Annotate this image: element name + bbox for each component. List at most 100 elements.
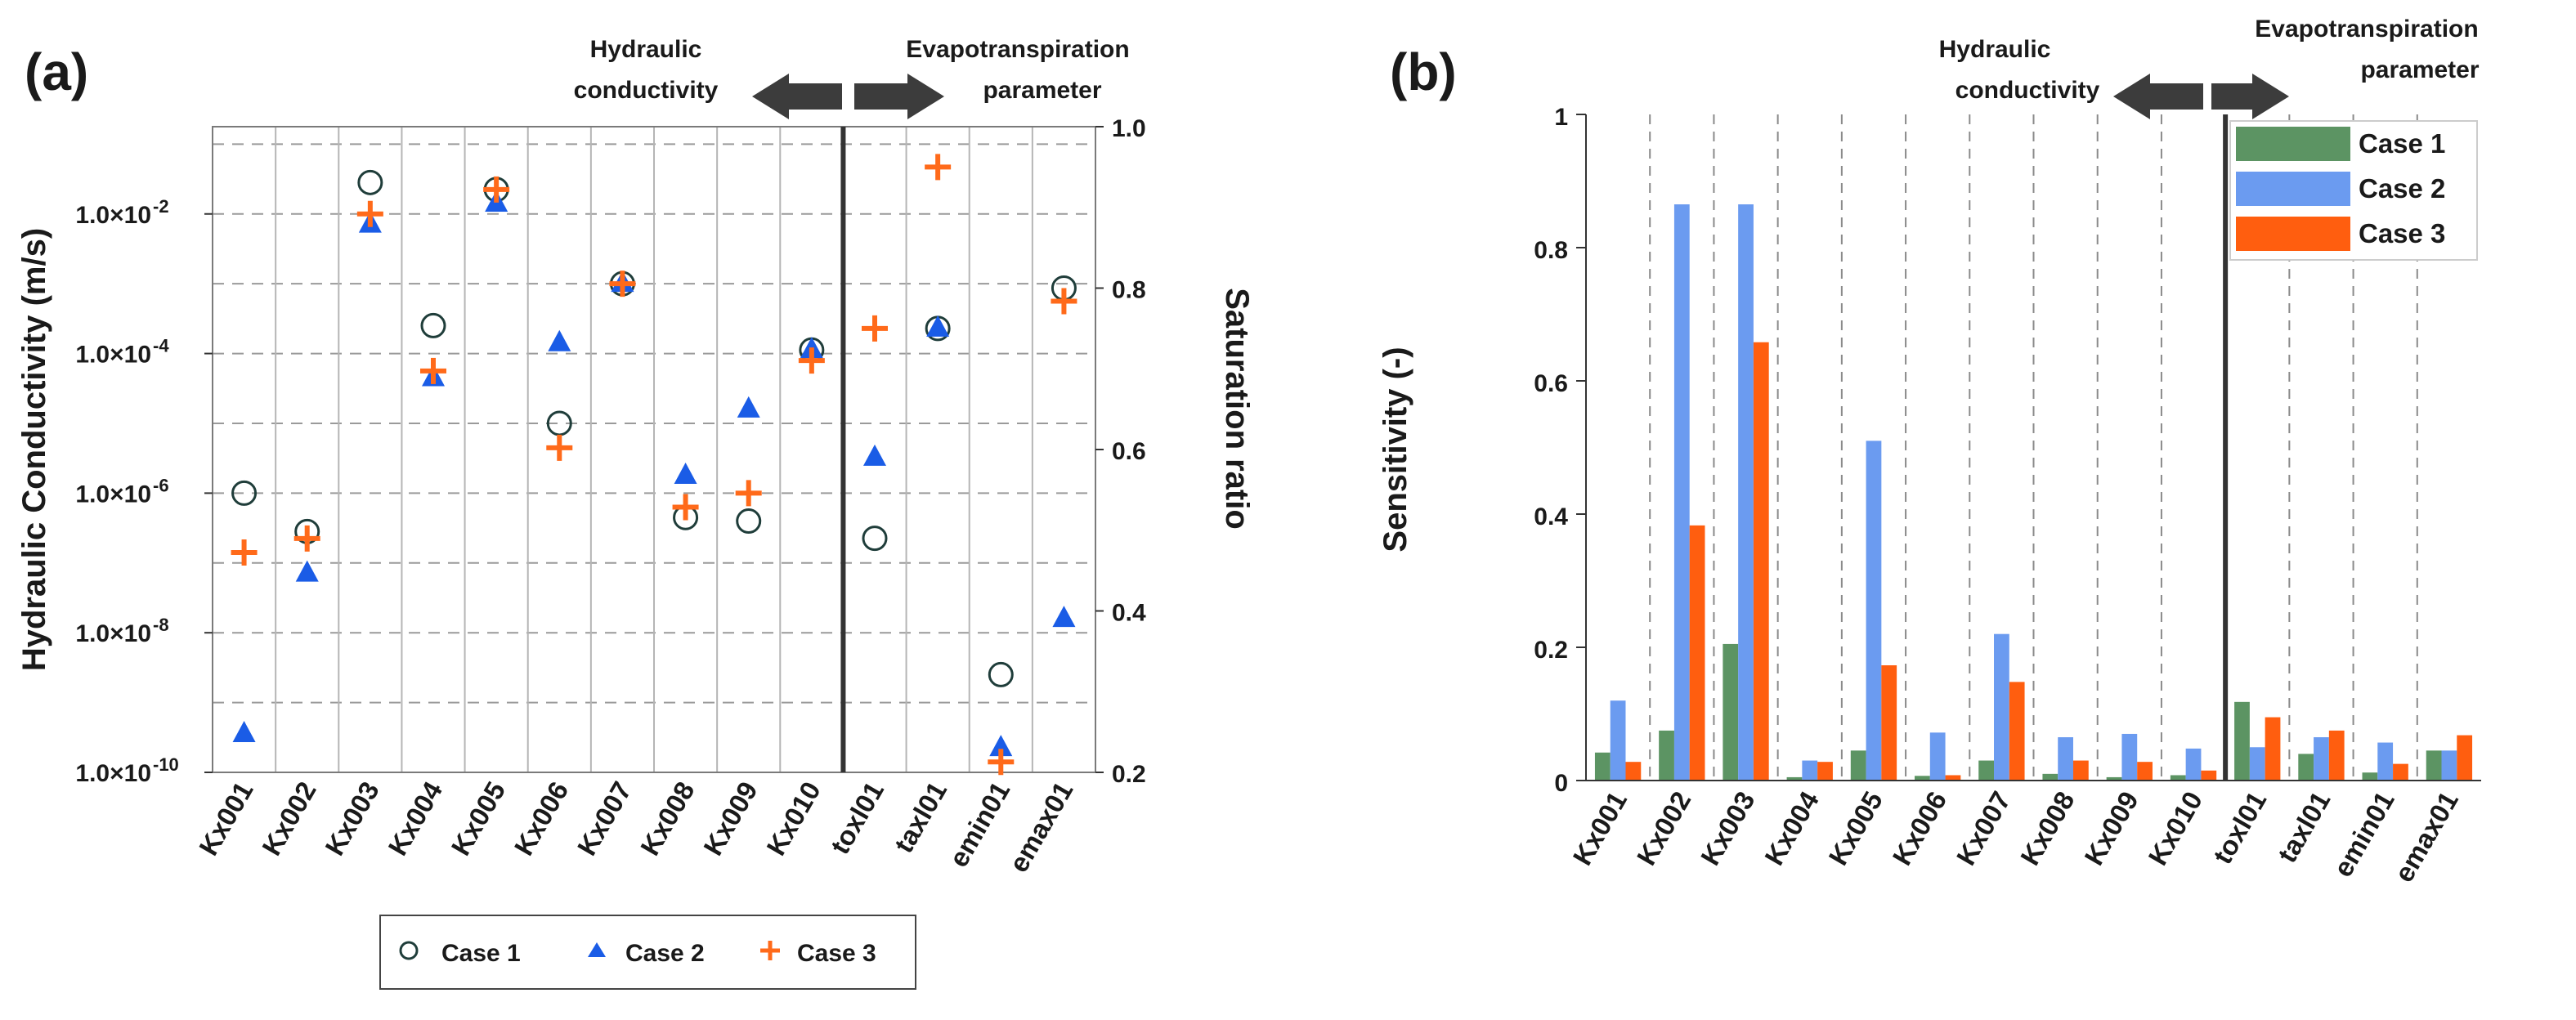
legend-case2-label: Case 2 xyxy=(625,940,705,967)
panel-a-rtick-label: 0.8 xyxy=(1112,277,1146,304)
panel-a-point-case3 xyxy=(420,357,446,384)
panel-a-point-case3 xyxy=(735,480,762,507)
panel-b-bars xyxy=(1594,204,2473,781)
panel-a-y-axis-title: Hydraulic Conductivity (m/s) xyxy=(16,228,52,671)
panel-a-point-case2 xyxy=(674,463,697,485)
legend-case3-label: Case 3 xyxy=(797,940,876,967)
panel-a-annotation-left-line1: Hydraulic xyxy=(590,36,702,63)
panel-b-annotation-right-line2: parameter xyxy=(2360,56,2479,83)
legend-b-case2-label: Case 2 xyxy=(2359,173,2445,204)
panel-a-ytick-label: 1.0×10 xyxy=(75,202,151,229)
panel-a-right-ticks: 1.0 0.8 0.6 0.4 0.2 xyxy=(1095,115,1146,788)
panel-b-bar-case3 xyxy=(2072,760,2089,781)
panel-b-bar-case2 xyxy=(2314,737,2329,781)
panel-b-arrow-left xyxy=(2113,74,2203,119)
legend-b-case2-swatch xyxy=(2236,172,2350,206)
panel-b-bar-case1 xyxy=(2042,773,2059,781)
panel-a-point-case1 xyxy=(420,312,446,338)
panel-a-rtick-label: 1.0 xyxy=(1112,115,1146,142)
panel-a-rtick-label: 0.2 xyxy=(1112,761,1146,788)
panel-a-ytick-exponent: -10 xyxy=(153,754,179,775)
panel-a-annotation-right-line1: Evapotranspiration xyxy=(906,36,1129,63)
panel-b-annotation-right-line1: Evapotranspiration xyxy=(2255,16,2478,42)
panel-a-ytick-exponent: -2 xyxy=(153,196,169,217)
legend-case1-marker xyxy=(399,941,419,960)
panel-a-ytick-exponent: -8 xyxy=(153,615,169,635)
panel-b-bar-case2 xyxy=(1994,633,2009,781)
panel-a-ytick-exponent: -6 xyxy=(153,475,169,495)
panel-a-point-case3 xyxy=(231,539,258,566)
panel-b-bar-case3 xyxy=(2328,730,2345,781)
panel-a-point-case3 xyxy=(988,749,1015,776)
panel-a-point-case1 xyxy=(988,661,1014,687)
panel-b-ytick-label: 0.4 xyxy=(1534,503,1568,530)
panel-b-ytick-label: 0 xyxy=(1554,770,1568,797)
panel-a-point-case2 xyxy=(737,396,760,418)
panel-b-bar-case3 xyxy=(1817,762,1833,781)
panel-b-bar-case1 xyxy=(1915,776,1930,781)
panel-b-bar-case2 xyxy=(2249,747,2265,781)
panel-a-point-case1 xyxy=(231,480,258,506)
panel-b-bar-case1 xyxy=(2426,750,2442,781)
panel-a-point-case2 xyxy=(926,315,950,337)
panel-b-bar-case3 xyxy=(2009,682,2025,781)
panel-a-point-case3 xyxy=(546,434,573,461)
panel-b-arrow-right xyxy=(2211,74,2289,119)
panel-a-point-case2 xyxy=(232,721,256,743)
legend-case2-marker xyxy=(588,942,606,957)
panel-b-annotation-left-line2: conductivity xyxy=(1956,77,2100,104)
panel-a-arrow-right xyxy=(854,74,944,119)
panel-b-bar-case1 xyxy=(2170,775,2186,781)
panel-a-rtick-label: 0.6 xyxy=(1112,438,1146,465)
panel-a-point-case3 xyxy=(356,200,383,227)
panel-a-point-case3 xyxy=(1051,288,1077,315)
panel-a-annotation-right-line2: parameter xyxy=(983,77,1101,104)
panel-a-point-case2 xyxy=(989,735,1013,757)
panel-a-point-case1 xyxy=(357,169,383,195)
panel-a-point-case3 xyxy=(483,176,510,203)
legend-case3-marker xyxy=(760,941,780,960)
panel-b-bar-case1 xyxy=(1594,752,1611,781)
panel-b-bar-case2 xyxy=(1866,441,1882,781)
panel-a-point-case2 xyxy=(863,444,886,466)
panel-b-y-axis-title: Sensitivity (-) xyxy=(1378,347,1413,552)
panel-b-bar-case1 xyxy=(1723,643,1739,781)
panel-a-point-case3 xyxy=(798,347,825,374)
panel-a-ytick-exponent: -4 xyxy=(153,336,169,356)
panel-a-point-case2 xyxy=(548,329,571,351)
panel-b-bar-case3 xyxy=(2265,717,2281,781)
panel-b-bar-case3 xyxy=(2137,762,2153,781)
legend-case1-label: Case 1 xyxy=(441,940,521,967)
panel-b-bar-case3 xyxy=(2457,735,2473,781)
panel-a-rtick-label: 0.4 xyxy=(1112,600,1146,627)
panel-b-vertical-gridlines xyxy=(1649,114,2418,781)
panel-b-annotation-left-line1: Hydraulic xyxy=(1939,36,2051,63)
panel-a-point-case2 xyxy=(295,560,319,582)
panel-a-annotation-left-line2: conductivity xyxy=(574,77,719,104)
panel-a-ytick-label: 1.0×10 xyxy=(75,620,151,647)
panel-b-bar-case1 xyxy=(1786,776,1803,781)
panel-b-bar-case2 xyxy=(2121,733,2138,781)
panel-a-legend xyxy=(379,915,916,990)
panel-b-ytick-label: 1 xyxy=(1554,104,1568,131)
panel-b-bar-case3 xyxy=(1625,762,1642,781)
panel-b-bar-case1 xyxy=(2106,776,2122,781)
panel-a-point-case3 xyxy=(672,494,699,521)
panel-b-bar-case2 xyxy=(1738,204,1754,781)
panel-b-bar-case1 xyxy=(1850,750,1866,781)
panel-b-bar-case2 xyxy=(2441,750,2457,781)
panel-a-ytick-label: 1.0×10 xyxy=(75,342,151,369)
panel-a-ytick-label: 1.0×10 xyxy=(75,760,151,787)
panel-b-bar-case3 xyxy=(2393,763,2408,781)
panel-b-bar-case2 xyxy=(2185,748,2202,781)
panel-b-bar-case1 xyxy=(2298,754,2314,781)
panel-b-bar-case3 xyxy=(1753,342,1769,781)
panel-b-bar-case2 xyxy=(2058,737,2073,781)
panel-b-bar-case2 xyxy=(1673,204,1690,781)
panel-b-ytick-label: 0.6 xyxy=(1534,370,1568,397)
panel-a-point-case3 xyxy=(862,315,888,342)
panel-a-ytick-label: 1.0×10 xyxy=(75,481,151,508)
panel-a-point-case3 xyxy=(293,525,320,552)
